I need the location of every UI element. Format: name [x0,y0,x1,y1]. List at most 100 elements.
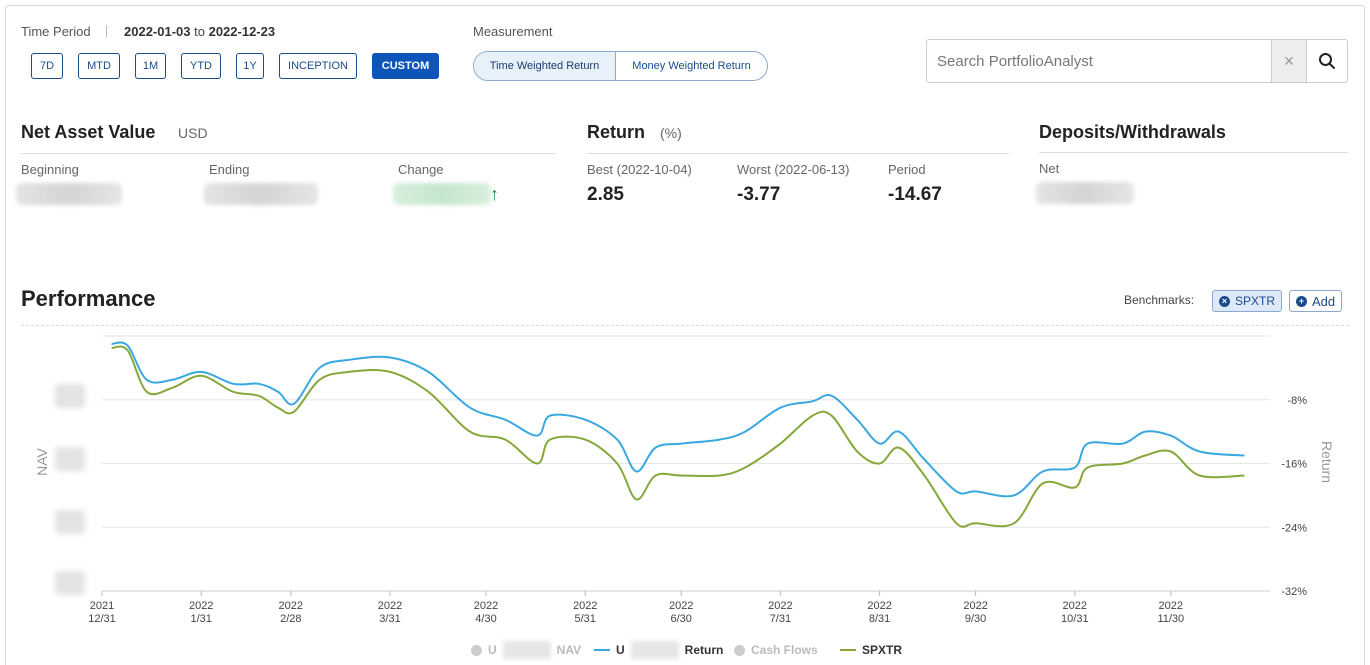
date-range: 2022-01-03 to 2022-12-23 [124,24,275,39]
x-tick-label: 2022 [768,600,792,612]
benchmarks-label: Benchmarks: [1124,293,1195,307]
search-icon [1319,53,1335,69]
search-input[interactable] [927,40,1271,82]
legend-marker [840,649,856,651]
y-tick-label: -16% [1281,459,1307,471]
series-line-spxtr [111,345,1245,528]
x-tick-label: 6/30 [670,613,691,625]
plus-icon: + [1296,295,1307,307]
x-tick-label: 2022 [963,600,987,612]
y-axis-right-label: Return [1319,441,1335,483]
nav-title: Net Asset Value [21,122,156,142]
x-tick-label: 2022 [189,600,213,612]
x-tick-label: 4/30 [475,613,496,625]
x-tick-label: 7/31 [770,613,791,625]
redacted-value [204,183,318,205]
x-tick-label: 9/30 [965,613,986,625]
period-mtd-button[interactable]: MTD [78,53,120,79]
x-tick-label: 12/31 [88,613,116,625]
chart-series [111,341,1245,528]
legend-return[interactable]: U Return [594,641,723,659]
divider [587,153,1009,154]
measurement-toggle: Time Weighted Return Money Weighted Retu… [473,51,768,81]
nav-ending-label: Ending [209,162,250,177]
x-tick-label: 8/31 [869,613,890,625]
benchmark-chip[interactable]: × SPXTR [1212,290,1283,312]
time-weighted-return-option[interactable]: Time Weighted Return [474,52,616,80]
x-tick-label: 11/30 [1157,613,1184,625]
legend-spxtr[interactable]: SPXTR [840,641,902,659]
period-custom-button[interactable]: CUSTOM [372,53,439,79]
y-tick-label: -32% [1281,586,1307,598]
y-axis-right: -8% -16% -24% -32% [1281,395,1307,598]
end-date: 2022-12-23 [208,24,276,39]
clear-search-button[interactable]: × [1271,40,1307,82]
x-tick-label: 2022 [474,600,498,612]
add-benchmark-button[interactable]: + Add [1289,290,1343,312]
x-tick-label: 5/31 [574,613,595,625]
benchmark-name: SPXTR [1235,294,1276,308]
nav-change-label: Change [398,162,444,177]
remove-icon[interactable]: × [1219,295,1230,307]
period-1y-button[interactable]: 1Y [236,53,264,79]
add-label: Add [1312,293,1336,309]
x-tick-label: 2/28 [280,613,301,625]
period-inception-button[interactable]: INCEPTION [279,53,357,79]
legend-nav-suffix: NAV [556,643,582,657]
nav-beginning-label: Beginning [21,162,79,177]
legend-marker [471,644,482,656]
x-tick-label: 2022 [1063,600,1087,612]
legend-return-prefix: U [616,643,625,657]
legend-cash-flows[interactable]: Cash Flows [734,641,818,659]
portfolio-card [5,5,1365,665]
period-7d-button[interactable]: 7D [31,53,63,79]
period-label: Period [888,162,926,177]
divider [21,153,556,154]
legend-marker [734,644,745,656]
legend-nav[interactable]: U NAV [471,641,581,659]
x-tick-label: 3/31 [379,613,400,625]
best-label: Best (2022-10-04) [587,162,692,177]
redacted-account [630,641,679,659]
y-axis-left-label: NAV [34,447,50,475]
series-line-return [111,341,1245,498]
performance-chart: 202112/3120221/3120222/2820223/3120224/3… [34,335,1335,625]
redacted-account [502,641,551,659]
worst-label: Worst (2022-06-13) [737,162,850,177]
money-weighted-return-option[interactable]: Money Weighted Return [632,60,751,72]
period-value: -14.67 [888,184,942,205]
divider [1039,152,1348,153]
return-unit: (%) [660,125,682,141]
to-text: to [194,24,205,39]
redacted-axis-label [55,447,85,471]
redacted-axis-label [55,384,85,408]
legend-cash-flows-label: Cash Flows [751,643,818,657]
performance-title: Performance [21,286,156,311]
divider [106,25,107,37]
deposits-net-label: Net [1039,161,1060,176]
x-tick-label: 2022 [867,600,891,612]
start-date: 2022-01-03 [124,24,191,39]
nav-unit: USD [178,125,208,141]
x-tick-label: 1/31 [190,613,211,625]
legend-spxtr-label: SPXTR [862,643,903,657]
worst-value: -3.77 [737,184,781,205]
legend-return-suffix: Return [684,643,724,657]
period-ytd-button[interactable]: YTD [181,53,221,79]
x-tick-label: 2022 [1159,600,1183,612]
period-1m-button[interactable]: 1M [135,53,166,79]
y-tick-label: -24% [1281,522,1307,534]
divider [21,325,1349,326]
return-title: Return [587,122,645,142]
x-tick-label: 2021 [90,600,114,612]
search-box: × [926,39,1348,83]
time-period-label: Time Period [21,24,91,39]
redacted-value [16,183,122,205]
x-tick-label: 2022 [669,600,693,612]
measurement-label: Measurement [473,24,553,39]
redacted-axis-label [55,510,85,534]
up-arrow-icon: ↑ [490,184,499,204]
search-button[interactable] [1307,40,1347,82]
x-tick-label: 2022 [279,600,303,612]
x-tick-label: 2022 [573,600,597,612]
